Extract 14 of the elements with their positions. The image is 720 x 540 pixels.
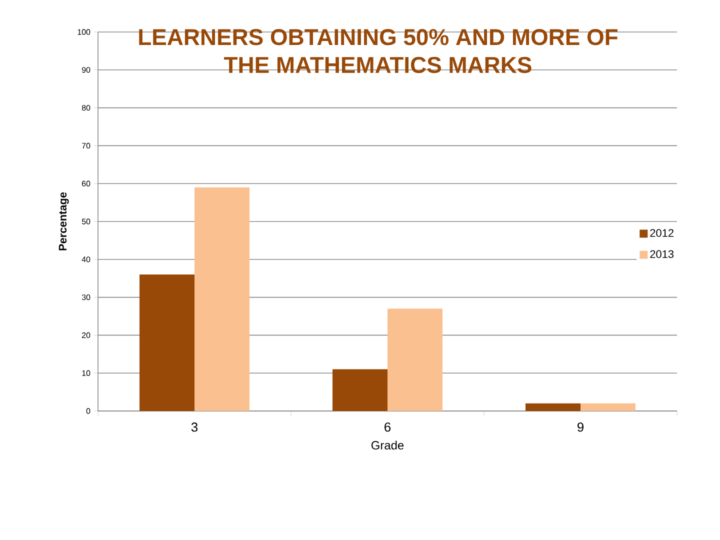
legend-label: 2013 bbox=[650, 250, 674, 258]
x-tick-label: 3 bbox=[191, 422, 198, 432]
bar bbox=[140, 274, 194, 411]
x-tick-label: 9 bbox=[578, 422, 584, 432]
chart-title: LEARNERS OBTAINING 50% AND MORE OF THE MATHEMATICS MARKS bbox=[139, 28, 618, 74]
x-tick-label: 6 bbox=[384, 422, 391, 432]
bar bbox=[332, 369, 388, 411]
legend-label: 2012 bbox=[650, 229, 674, 237]
bar bbox=[194, 187, 250, 411]
bar bbox=[388, 308, 443, 411]
bar bbox=[526, 403, 581, 411]
y-axis-title: Percentage bbox=[58, 192, 69, 250]
bar bbox=[580, 403, 636, 411]
x-axis-title: Grade bbox=[371, 440, 404, 450]
